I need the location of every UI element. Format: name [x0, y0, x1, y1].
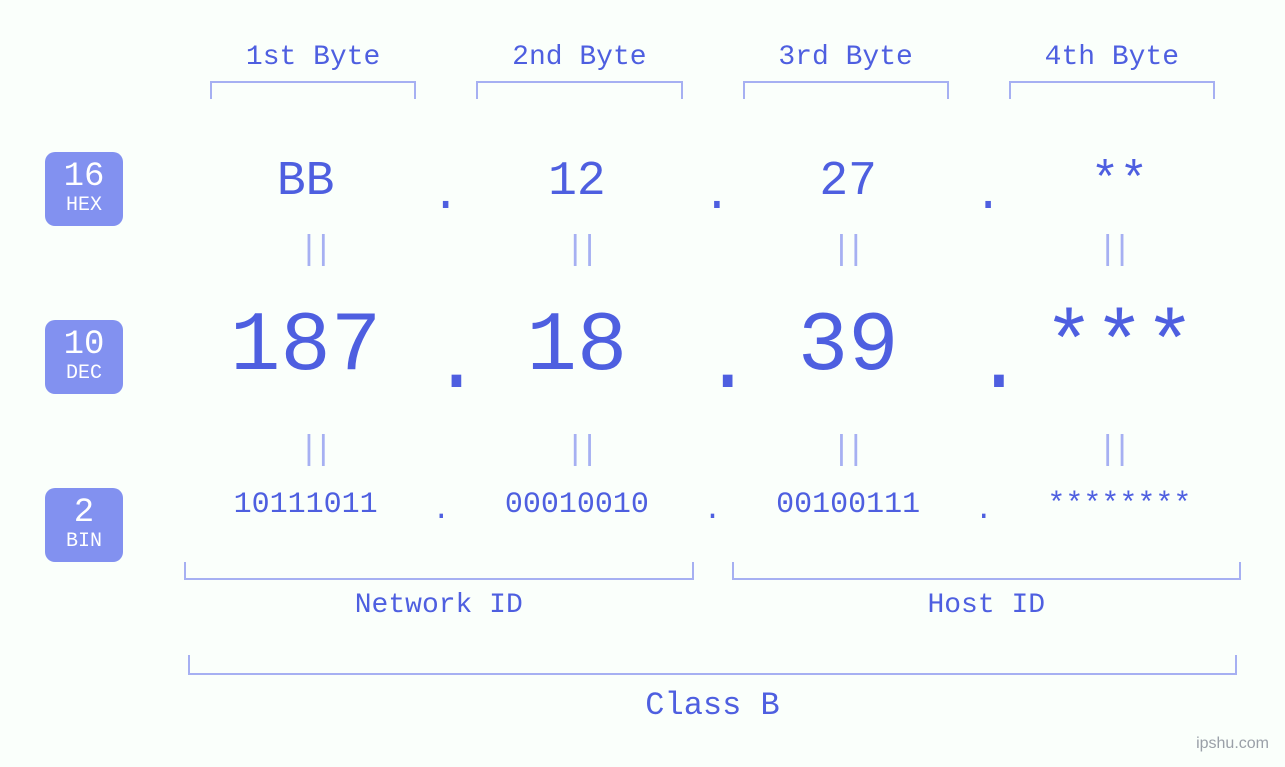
class-label: Class B — [645, 687, 779, 724]
bracket-network-id — [184, 562, 694, 580]
dec-byte-1: 187 — [180, 300, 431, 395]
equals-2-4: || — [979, 432, 1245, 470]
base-badge-hex-label: HEX — [45, 196, 123, 216]
host-id-label: Host ID — [927, 590, 1045, 621]
equals-row-dec-bin: || || || || — [180, 432, 1245, 470]
dec-byte-3: 39 — [723, 300, 974, 395]
bin-dot-3: . — [974, 494, 994, 528]
equals-2-2: || — [446, 432, 712, 470]
hex-byte-4: ** — [994, 155, 1245, 209]
byte-header-label-2: 2nd Byte — [446, 42, 712, 73]
byte-header-label-1: 1st Byte — [180, 42, 446, 73]
byte-header-3: 3rd Byte — [713, 42, 979, 99]
bin-row: 10111011 . 00010010 . 00100111 . *******… — [180, 488, 1245, 522]
network-id-label: Network ID — [355, 590, 523, 621]
hex-byte-2: 12 — [451, 155, 702, 209]
equals-1-2: || — [446, 232, 712, 270]
host-id-group: Host ID — [728, 562, 1246, 621]
byte-headers-row: 1st Byte 2nd Byte 3rd Byte 4th Byte — [180, 42, 1245, 99]
watermark: ipshu.com — [1196, 735, 1269, 753]
bracket-top-1 — [210, 81, 416, 99]
bracket-host-id — [732, 562, 1242, 580]
hex-row: BB . 12 . 27 . ** — [180, 155, 1245, 209]
bin-byte-3: 00100111 — [723, 488, 974, 522]
dec-byte-4: *** — [994, 300, 1245, 395]
byte-header-1: 1st Byte — [180, 42, 446, 99]
network-id-group: Network ID — [180, 562, 698, 621]
hex-byte-3: 27 — [723, 155, 974, 209]
byte-header-4: 4th Byte — [979, 42, 1245, 99]
dec-byte-2: 18 — [451, 300, 702, 395]
bracket-top-4 — [1009, 81, 1215, 99]
base-badge-bin: 2 BIN — [45, 488, 123, 562]
hex-dot-3: . — [974, 169, 994, 223]
dec-row: 187 . 18 . 39 . *** — [180, 300, 1245, 395]
equals-2-1: || — [180, 432, 446, 470]
bracket-class — [188, 655, 1237, 675]
byte-header-label-3: 3rd Byte — [713, 42, 979, 73]
bracket-top-3 — [743, 81, 949, 99]
hex-byte-1: BB — [180, 155, 431, 209]
hex-dot-2: . — [703, 169, 723, 223]
id-groups-row: Network ID Host ID — [180, 562, 1245, 621]
bracket-top-2 — [476, 81, 682, 99]
dec-dot-1: . — [431, 318, 451, 413]
base-badge-dec-num: 10 — [45, 328, 123, 362]
base-badge-hex: 16 HEX — [45, 152, 123, 226]
byte-header-label-4: 4th Byte — [979, 42, 1245, 73]
base-badge-bin-label: BIN — [45, 532, 123, 552]
bin-byte-2: 00010010 — [451, 488, 702, 522]
equals-1-1: || — [180, 232, 446, 270]
bin-byte-4: ******** — [994, 488, 1245, 522]
equals-1-3: || — [713, 232, 979, 270]
base-badge-dec-label: DEC — [45, 364, 123, 384]
class-group: Class B — [180, 655, 1245, 724]
dec-dot-2: . — [703, 318, 723, 413]
bin-byte-1: 10111011 — [180, 488, 431, 522]
equals-row-hex-dec: || || || || — [180, 232, 1245, 270]
equals-1-4: || — [979, 232, 1245, 270]
dec-dot-3: . — [974, 318, 994, 413]
bin-dot-2: . — [703, 494, 723, 528]
byte-header-2: 2nd Byte — [446, 42, 712, 99]
bin-dot-1: . — [431, 494, 451, 528]
hex-dot-1: . — [431, 169, 451, 223]
base-badge-hex-num: 16 — [45, 160, 123, 194]
equals-2-3: || — [713, 432, 979, 470]
base-badge-bin-num: 2 — [45, 496, 123, 530]
base-badge-dec: 10 DEC — [45, 320, 123, 394]
